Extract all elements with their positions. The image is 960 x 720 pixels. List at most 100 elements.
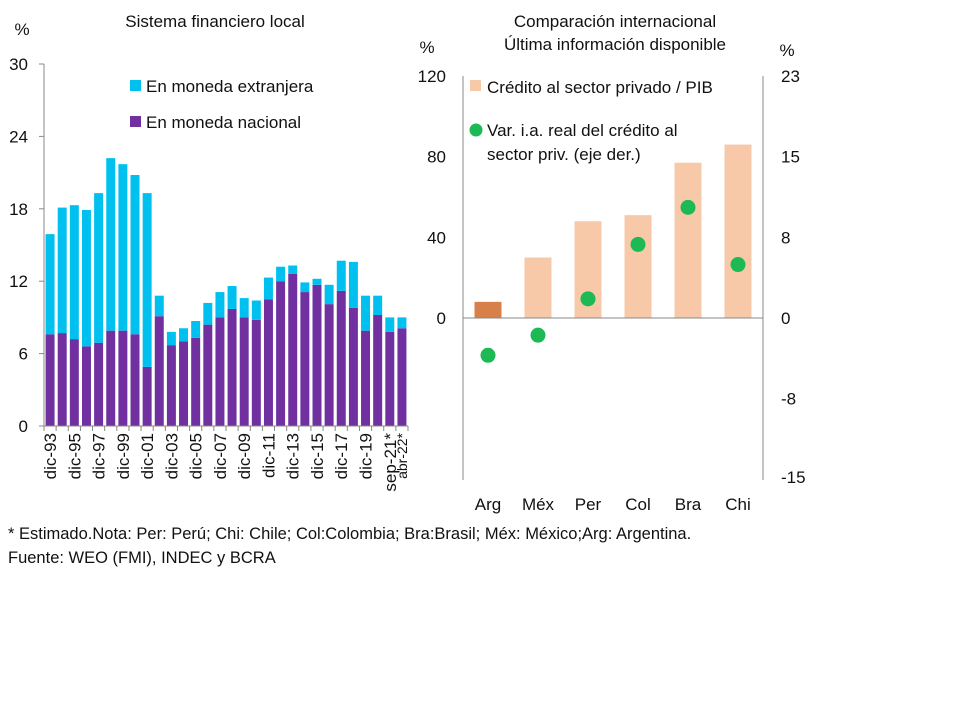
- legend-swatch-credit-gdp: [470, 80, 481, 91]
- bar-foreign-currency: [288, 265, 298, 274]
- left-x-tick-label: dic-19: [356, 433, 375, 479]
- bar-local-currency: [166, 345, 176, 426]
- left-legend: En moneda extranjera En moneda nacional: [130, 77, 314, 132]
- left-chart-title: Sistema financiero local: [125, 12, 305, 31]
- left-y-tick-label: 30: [9, 55, 28, 74]
- left-x-tick-label: dic-93: [41, 433, 60, 479]
- bar-local-currency: [215, 317, 225, 426]
- right-legend: Crédito al sector privado / PIB Var. i.a…: [469, 78, 713, 164]
- left-x-tick-label: dic-99: [114, 433, 133, 479]
- left-x-tick-label: dic-01: [138, 433, 157, 479]
- bar-credit-gdp: [474, 301, 502, 318]
- dot-credit-growth: [580, 291, 596, 307]
- bar-foreign-currency: [118, 164, 128, 331]
- bar-local-currency: [385, 331, 395, 426]
- left-x-tick-label: dic-95: [65, 433, 84, 479]
- bar-foreign-currency: [154, 295, 164, 317]
- bar-foreign-currency: [45, 234, 55, 335]
- left-x-tick-label: dic-09: [235, 433, 254, 479]
- bar-foreign-currency: [166, 331, 176, 346]
- left-x-tick-label: dic-15: [308, 433, 327, 479]
- right-x-tick-label: Chi: [725, 495, 751, 514]
- bar-foreign-currency: [312, 278, 322, 285]
- right-left-y-unit: %: [419, 38, 434, 57]
- left-x-tick-label: abr-22*: [394, 432, 410, 478]
- bar-foreign-currency: [336, 260, 346, 291]
- local-financial-system-chart: Sistema financiero local % 0 6 12 18 24 30 di…: [9, 12, 410, 492]
- bar-foreign-currency: [276, 266, 286, 282]
- bar-foreign-currency: [251, 300, 261, 320]
- left-x-tick-label: dic-07: [211, 433, 230, 479]
- bar-local-currency: [45, 334, 55, 426]
- bar-foreign-currency: [348, 261, 358, 308]
- legend-swatch-local-currency: [130, 116, 141, 127]
- bar-local-currency: [179, 341, 189, 426]
- right-chart-title: Comparación internacional: [514, 12, 716, 31]
- bar-foreign-currency: [227, 286, 237, 309]
- left-x-tick-label: dic-05: [187, 433, 206, 479]
- legend-label-credit-growth: Var. i.a. real del crédito al sector pri…: [487, 121, 682, 164]
- bar-local-currency: [81, 346, 91, 426]
- bar-local-currency: [397, 328, 407, 426]
- dot-credit-growth: [630, 236, 646, 252]
- bar-local-currency: [276, 281, 286, 426]
- footnote: * Estimado.Nota: Per: Perú; Chi: Chile; …: [8, 525, 692, 567]
- bar-foreign-currency: [385, 317, 395, 332]
- bar-foreign-currency: [361, 295, 371, 331]
- right-right-y-tick-label: -15: [781, 468, 806, 487]
- left-x-tick-label: dic-03: [162, 433, 181, 479]
- bar-local-currency: [191, 337, 201, 426]
- legend-swatch-credit-growth: [469, 123, 483, 137]
- right-right-y-tick-label: 23: [781, 67, 800, 86]
- right-right-y-tick-label: 8: [781, 228, 790, 247]
- legend-label-credit-gdp: Crédito al sector privado / PIB: [487, 78, 713, 97]
- bar-local-currency: [263, 299, 273, 426]
- right-x-tick-label: Per: [575, 495, 602, 514]
- bar-foreign-currency: [106, 158, 116, 331]
- bar-local-currency: [373, 314, 383, 426]
- right-left-y-tick-label: 0: [437, 309, 446, 328]
- bar-local-currency: [118, 330, 128, 426]
- right-chart-subtitle: Última información disponible: [504, 35, 726, 54]
- right-left-y-tick-label: 120: [418, 67, 446, 86]
- bar-local-currency: [361, 330, 371, 426]
- left-y-unit: %: [14, 20, 29, 39]
- bar-local-currency: [348, 307, 358, 426]
- bar-credit-gdp: [524, 257, 552, 318]
- left-x-tick-label: dic-13: [284, 433, 303, 479]
- left-x-tick-label: dic-17: [332, 433, 351, 479]
- left-y-tick-label: 0: [19, 417, 28, 436]
- bar-foreign-currency: [324, 284, 334, 305]
- bar-local-currency: [227, 308, 237, 426]
- left-y-tick-label: 18: [9, 200, 28, 219]
- dot-credit-growth: [680, 199, 696, 215]
- bar-local-currency: [142, 366, 152, 426]
- bar-foreign-currency: [263, 277, 273, 300]
- dot-credit-growth: [530, 327, 546, 343]
- legend-swatch-foreign-currency: [130, 80, 141, 91]
- bar-local-currency: [57, 333, 67, 426]
- bar-local-currency: [336, 290, 346, 426]
- bar-foreign-currency: [203, 302, 213, 325]
- right-right-y-tick-label: 0: [781, 309, 790, 328]
- bar-foreign-currency: [215, 292, 225, 318]
- bar-local-currency: [69, 339, 79, 426]
- right-left-y-tick-label: 40: [427, 228, 446, 247]
- right-right-y-tick-label: -8: [781, 390, 796, 409]
- bar-local-currency: [94, 342, 104, 426]
- bar-foreign-currency: [130, 175, 140, 335]
- bar-local-currency: [312, 284, 322, 426]
- bar-credit-gdp: [624, 215, 652, 318]
- bar-foreign-currency: [300, 282, 310, 293]
- left-x-tick-label: dic-11: [259, 433, 278, 478]
- left-y-tick-label: 12: [9, 272, 28, 291]
- right-x-tick-label: Col: [625, 495, 651, 514]
- bar-foreign-currency: [57, 207, 67, 334]
- right-left-y-tick-label: 80: [427, 148, 446, 167]
- right-right-y-tick-label: 15: [781, 148, 800, 167]
- bar-foreign-currency: [69, 205, 79, 340]
- bar-local-currency: [324, 304, 334, 426]
- bar-local-currency: [288, 273, 298, 426]
- bar-credit-gdp: [674, 162, 702, 318]
